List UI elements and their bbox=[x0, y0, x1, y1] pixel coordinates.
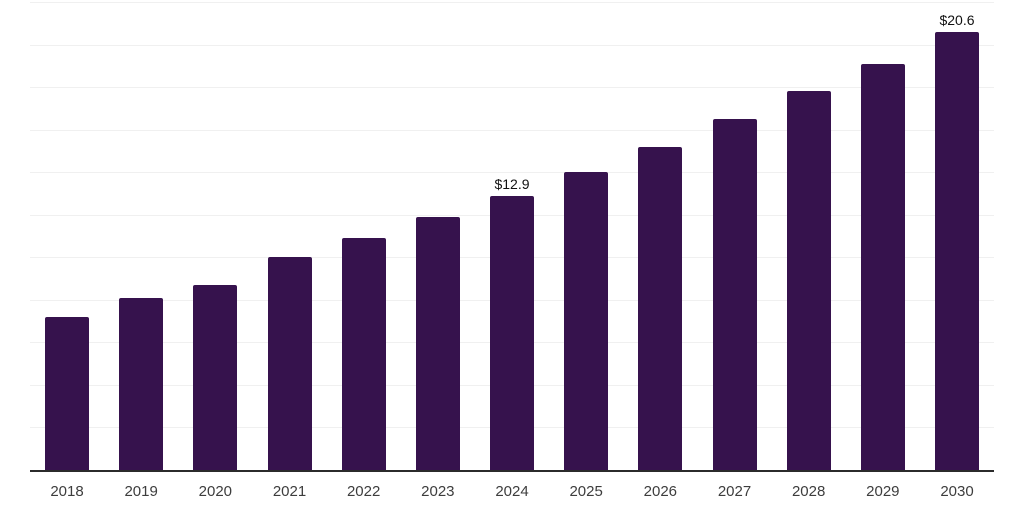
bar-2018 bbox=[45, 316, 89, 470]
x-tick-label-2029: 2029 bbox=[866, 483, 900, 500]
bar-2023 bbox=[415, 216, 460, 470]
bar-2028 bbox=[786, 91, 831, 470]
x-tick-label-2020: 2020 bbox=[198, 483, 233, 500]
bar-2027 bbox=[712, 119, 757, 470]
x-tick-label-2021: 2021 bbox=[272, 483, 307, 500]
gridline-y-20 bbox=[30, 44, 994, 46]
bar-2025 bbox=[564, 172, 609, 470]
bar-2021 bbox=[267, 257, 312, 470]
x-tick-label-2022: 2022 bbox=[346, 483, 381, 500]
bar-2022 bbox=[341, 238, 386, 470]
bar-value-label-2030: $20.6 bbox=[939, 11, 975, 28]
gridline-y-14 bbox=[30, 172, 994, 174]
x-tick-label-2026: 2026 bbox=[643, 483, 678, 500]
bar-2026 bbox=[638, 146, 683, 470]
gridline-y-18 bbox=[30, 87, 994, 89]
bar-2024 bbox=[490, 195, 534, 470]
bar-value-label-2024: $12.9 bbox=[494, 175, 530, 192]
x-tick-label-2030: 2030 bbox=[940, 483, 974, 500]
x-tick-label-2018: 2018 bbox=[50, 483, 84, 500]
x-tick-label-2019: 2019 bbox=[124, 483, 158, 500]
x-tick-label-2025: 2025 bbox=[569, 483, 603, 500]
chart-plot-area: $12.9 $20.6 bbox=[30, 2, 994, 472]
bar-2019 bbox=[119, 297, 164, 470]
bar-2029 bbox=[860, 63, 905, 470]
gridline-y-16 bbox=[30, 129, 994, 131]
x-tick-label-2028: 2028 bbox=[791, 483, 826, 500]
bar-2030 bbox=[935, 31, 979, 470]
bar-2020 bbox=[193, 284, 238, 470]
gridline-y-22 bbox=[30, 2, 994, 3]
x-tick-label-2024: 2024 bbox=[495, 483, 529, 500]
x-tick-label-2027: 2027 bbox=[717, 483, 752, 500]
x-tick-label-2023: 2023 bbox=[421, 483, 455, 500]
